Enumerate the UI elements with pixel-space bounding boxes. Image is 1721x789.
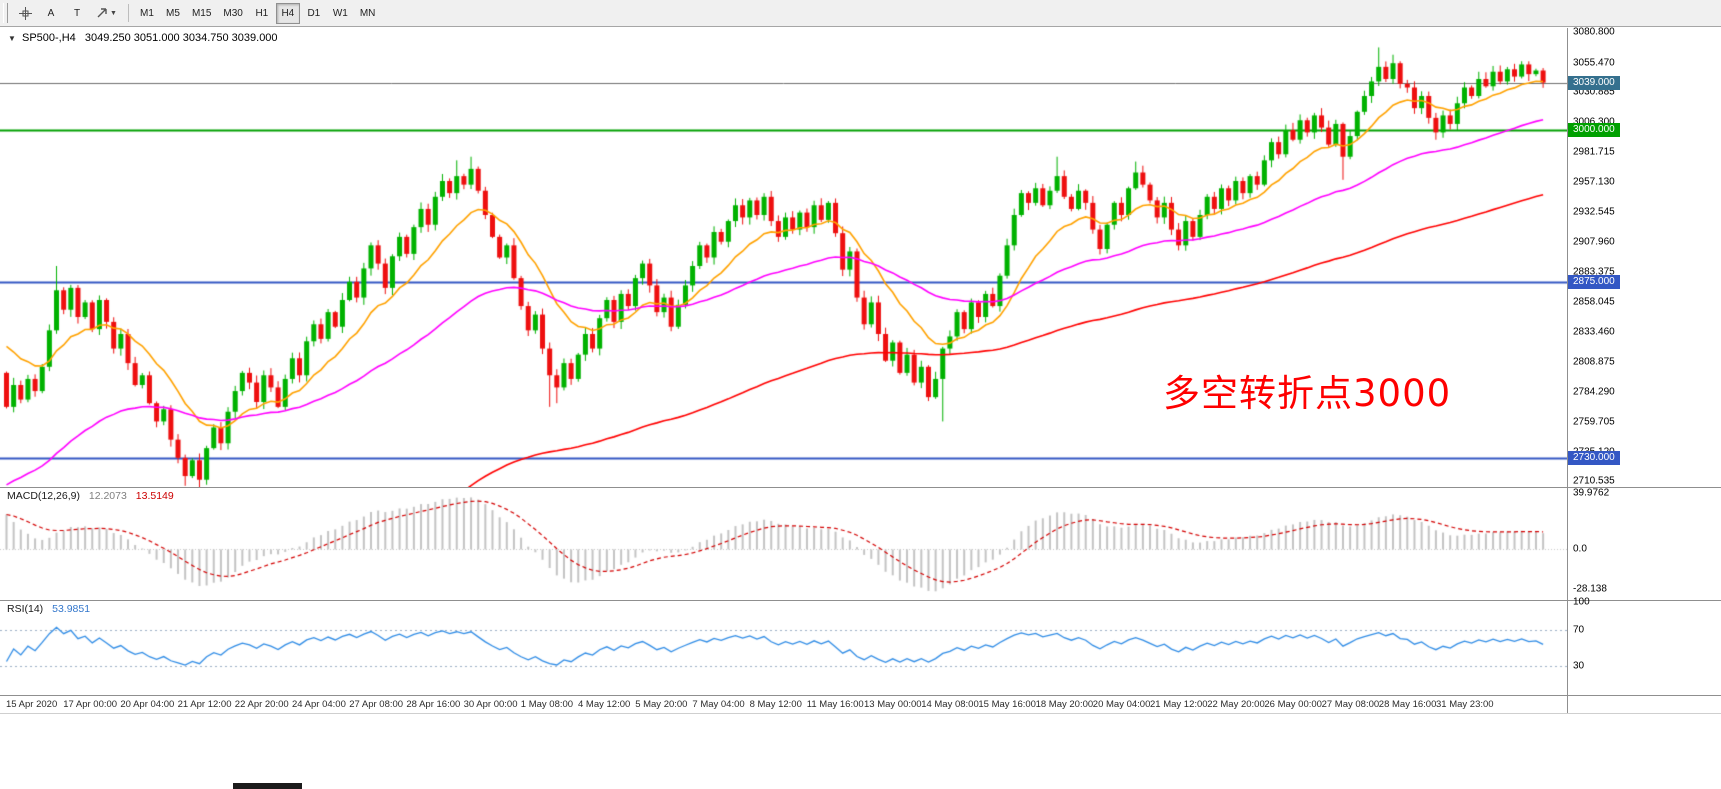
timeframe-button-m15[interactable]: M15 [187, 3, 216, 24]
crosshair-tool-button[interactable] [13, 3, 37, 24]
chart-collapse-icon[interactable]: ▼ [8, 34, 16, 43]
macd-indicator-label: MACD(12,26,9) 12.2073 13.5149 [7, 490, 174, 502]
timeframe-button-h1[interactable]: H1 [250, 3, 274, 24]
time-axis-label: 21 May 12:00 [1150, 699, 1208, 710]
macd-axis-label: 0.0 [1573, 543, 1587, 555]
price-axis-label: 2858.045 [1573, 296, 1615, 308]
timeframe-button-mn[interactable]: MN [355, 3, 381, 24]
time-axis-label: 22 Apr 20:00 [234, 699, 289, 710]
time-axis-label: 24 Apr 04:00 [292, 699, 346, 710]
macd-name: MACD(12,26,9) [7, 490, 80, 502]
timeframe-button-m30[interactable]: M30 [218, 3, 247, 24]
arrow-shape-icon [97, 8, 107, 18]
price-chart-canvas[interactable] [0, 28, 1567, 487]
time-axis-label: 14 May 08:00 [921, 699, 979, 710]
time-axis-label: 27 Apr 08:00 [349, 699, 404, 710]
price-axis-label: 3055.470 [1573, 57, 1615, 69]
symbol-timeframe-label: SP500-,H4 [21, 32, 76, 44]
macd-axis-label: -28.138 [1573, 583, 1607, 595]
price-badge-blue-2875: 2875.000 [1568, 274, 1620, 289]
time-axis-label: 11 May 16:00 [806, 699, 864, 710]
time-axis-label: 28 May 16:00 [1378, 699, 1437, 710]
price-axis-label: 3080.800 [1573, 26, 1615, 38]
rsi-axis-label: 30 [1573, 660, 1585, 672]
time-axis-label: 26 May 00:00 [1264, 699, 1322, 710]
time-axis-label: 30 Apr 00:00 [463, 699, 518, 710]
macd-panel-canvas[interactable] [0, 488, 1567, 600]
price-axis-label: 2710.535 [1573, 475, 1615, 487]
time-axis-label: 22 May 20:00 [1207, 699, 1265, 710]
timeframe-button-d1[interactable]: D1 [302, 3, 326, 24]
time-axis-label: 20 Apr 04:00 [120, 699, 175, 710]
price-axis-separator [1567, 28, 1568, 713]
time-axis-label: 15 May 16:00 [978, 699, 1036, 710]
rsi-name: RSI(14) [7, 603, 44, 615]
rsi-value: 53.9851 [52, 603, 91, 615]
time-axis-label: 4 May 12:00 [578, 699, 631, 710]
toolbar-grip[interactable] [3, 3, 8, 23]
time-axis-label: 20 May 04:00 [1092, 699, 1151, 710]
price-axis-label: 3030.885 [1573, 86, 1615, 98]
time-axis-label: 21 Apr 12:00 [177, 699, 232, 710]
text-annotation[interactable]: 多空转折点3000 [1163, 372, 1452, 415]
macd-signal-value: 13.5149 [135, 490, 174, 502]
time-axis-label: 31 May 23:00 [1436, 699, 1494, 710]
price-axis-label: 2833.460 [1573, 326, 1615, 338]
time-axis-label: 27 May 08:00 [1321, 699, 1380, 710]
price-axis-label: 2759.705 [1573, 416, 1615, 428]
rsi-indicator-label: RSI(14) 53.9851 [7, 603, 90, 615]
time-axis-label: 7 May 04:00 [692, 699, 745, 710]
timeframe-button-m1[interactable]: M1 [135, 3, 159, 24]
rsi-panel-canvas[interactable] [0, 601, 1567, 695]
time-axis-label: 15 Apr 2020 [6, 699, 58, 710]
text-tool-button[interactable]: T [65, 3, 89, 24]
timeframe-button-w1[interactable]: W1 [328, 3, 353, 24]
price-axis-label: 2957.130 [1573, 176, 1615, 188]
ohlc-values: 3049.250 3051.000 3034.750 3039.000 [84, 32, 278, 44]
price-axis-label: 2808.875 [1573, 356, 1615, 368]
price-badge-bid: 3039.000 [1568, 75, 1620, 90]
timeframe-button-m5[interactable]: M5 [161, 3, 185, 24]
time-axis-label: 17 Apr 00:00 [63, 699, 118, 710]
timeframe-button-h4[interactable]: H4 [275, 2, 300, 24]
time-axis-label: 8 May 12:00 [749, 699, 802, 710]
macd-rsi-separator[interactable] [0, 600, 1721, 601]
toolbar-separator [127, 4, 129, 22]
macd-main-value: 12.2073 [88, 490, 127, 502]
taskbar-fragment [233, 783, 302, 789]
time-axis-label: 13 May 00:00 [864, 699, 922, 710]
price-axis-label: 2932.545 [1573, 206, 1615, 218]
price-badge-green-3000: 3000.000 [1568, 123, 1620, 137]
price-axis-label: 2981.715 [1573, 146, 1615, 158]
chart-window-bottom-edge [0, 713, 1721, 714]
price-axis-label: 2907.960 [1573, 236, 1615, 248]
time-axis-label: 18 May 20:00 [1035, 699, 1094, 710]
time-axis-label: 5 May 20:00 [635, 699, 688, 710]
timeframe-group: M1 M5 M15 M30 H1 H4 D1 W1 MN [134, 2, 381, 24]
price-axis-label: 3006.300 [1573, 117, 1615, 128]
arrows-tool-button[interactable]: ▼ [91, 3, 122, 24]
time-axis-label: 28 Apr 16:00 [406, 699, 461, 710]
crosshair-icon [18, 6, 32, 20]
rsi-axis-label: 100 [1573, 596, 1590, 608]
main-macd-separator[interactable] [0, 487, 1721, 488]
macd-axis-label: 39.9762 [1573, 487, 1610, 499]
rsi-timeaxis-separator [0, 695, 1721, 696]
price-axis-label: 2883.375 [1573, 266, 1615, 278]
rsi-axis-label: 70 [1573, 624, 1585, 636]
toolbar: A T ▼ M1 M5 M15 M30 H1 H4 D1 W1 MN [0, 0, 1721, 27]
time-axis-label: 1 May 08:00 [520, 699, 574, 710]
text-label-tool-button[interactable]: A [39, 3, 63, 24]
price-badge-blue-2730: 2730.000 [1568, 450, 1620, 465]
chart-title: ▼ SP500-,H4 3049.250 3051.000 3034.750 3… [8, 32, 278, 44]
price-axis-label: 2784.290 [1573, 386, 1615, 398]
caret-down-icon: ▼ [110, 9, 117, 17]
